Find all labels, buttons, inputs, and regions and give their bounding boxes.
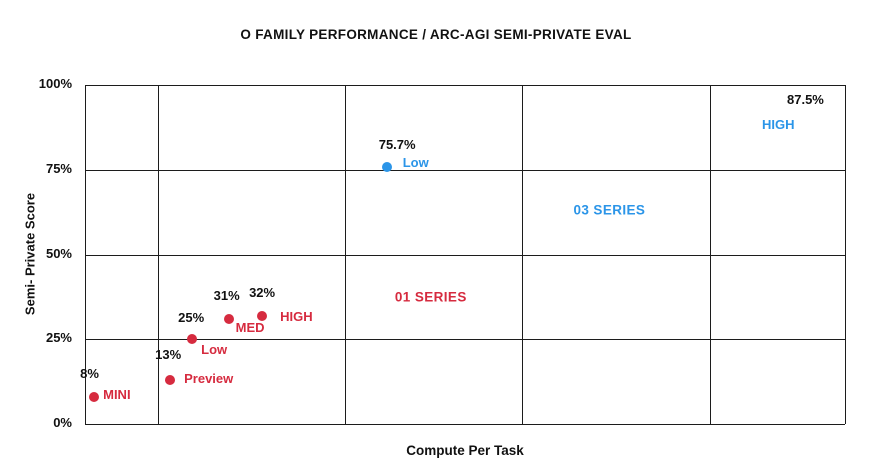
point-score-label: 87.5% <box>787 92 824 108</box>
point-model-label: MED <box>235 319 265 335</box>
data-point-low <box>381 162 392 173</box>
point-model-label: HIGH <box>762 117 795 133</box>
series-annotation: 03 SERIES <box>573 202 646 218</box>
point-model-label: MINI <box>103 386 131 402</box>
series-annotation: 01 SERIES <box>394 289 467 305</box>
gridline-vertical <box>85 85 86 424</box>
point-score-label: 8% <box>80 365 99 381</box>
x-axis-label: Compute Per Task <box>406 443 524 458</box>
point-score-label: 13% <box>155 346 182 362</box>
gridline-horizontal <box>85 424 845 425</box>
gridline-vertical <box>157 85 159 424</box>
y-tick-label: 100% <box>38 76 72 91</box>
gridline-vertical <box>845 85 846 424</box>
plot-area: 8% MINI 13% Preview 25% Low 31% MED 32% HIGH 75.7%… <box>80 85 846 425</box>
y-tick-label: 75% <box>45 160 72 176</box>
gridline-vertical <box>522 85 523 424</box>
y-tick-label: 0% <box>53 415 72 430</box>
point-model-label: Low <box>402 155 429 171</box>
gridline-horizontal <box>85 169 845 171</box>
data-point-high <box>257 310 268 321</box>
y-tick-label: 25% <box>45 330 72 346</box>
point-score-label: 31% <box>213 287 240 303</box>
gridline-horizontal <box>85 339 845 341</box>
point-score-label: 25% <box>178 310 205 326</box>
point-score-label: 75.7% <box>378 137 416 153</box>
gridline-horizontal <box>85 254 845 256</box>
chart-title: O FAMILY PERFORMANCE / ARC-AGI SEMI-PRIV… <box>240 27 632 42</box>
gridline-vertical <box>344 85 346 424</box>
point-score-label: 32% <box>249 284 276 300</box>
point-model-label: HIGH <box>280 308 313 324</box>
data-point-med <box>223 313 234 324</box>
y-tick-label: 50% <box>45 245 72 261</box>
data-point-mini <box>89 391 100 402</box>
data-point-low <box>187 334 198 345</box>
point-model-label: Preview <box>184 370 234 386</box>
gridline-vertical <box>709 85 711 424</box>
gridline-horizontal <box>85 85 845 86</box>
point-model-label: Low <box>201 342 228 358</box>
data-point-preview <box>165 374 176 385</box>
